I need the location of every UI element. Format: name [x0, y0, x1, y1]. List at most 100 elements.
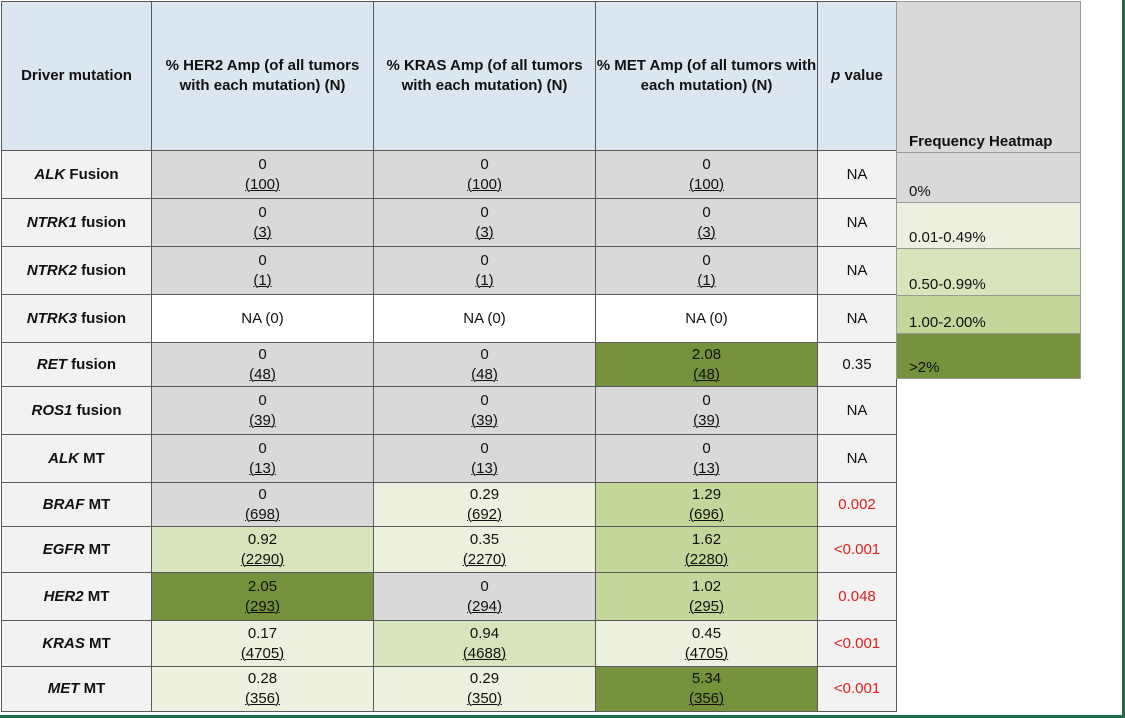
tumor-count: (13) [471, 459, 498, 477]
amp-percent: 0 [702, 203, 711, 221]
table-row: MET MT 0.28 (356) 0.29 (350) 5.34 (356) <0.001 [1, 666, 897, 712]
amp-percent: 0.35 [469, 530, 500, 548]
tumor-count: (100) [688, 175, 725, 193]
amp-percent: 0.92 [247, 530, 278, 548]
kras-amp-cell: 0.29 (350) [373, 666, 596, 712]
amp-percent: 0.17 [247, 624, 278, 642]
tumor-count: (294) [466, 597, 503, 615]
met-amp-cell: 1.62 (2280) [595, 526, 818, 573]
tumor-count: (350) [466, 690, 503, 707]
met-amp-cell: 0 (100) [595, 150, 818, 199]
driver-mutation-label: ROS1 fusion [1, 386, 152, 435]
p-value: 0.048 [838, 587, 876, 605]
amp-percent: 0 [480, 203, 489, 221]
tumor-count: (3) [697, 223, 716, 241]
header-p-value: p value [817, 1, 897, 151]
amp-percent: 1.02 [691, 577, 722, 595]
tumor-count: (48) [249, 365, 276, 383]
mutation-type: fusion [76, 309, 127, 327]
driver-mutation-label: NTRK3 fusion [1, 294, 152, 343]
tumor-count: (2270) [462, 550, 507, 568]
tumor-count: (1) [253, 271, 272, 289]
header-p-rest: value [840, 67, 883, 84]
amp-percent: 0 [258, 485, 267, 503]
tumor-count: (692) [466, 505, 503, 523]
tumor-count: (13) [249, 459, 276, 477]
header-p-italic: p [831, 67, 841, 84]
legend-title: Frequency Heatmap [896, 1, 1081, 153]
her2-amp-cell: 0 (48) [151, 342, 374, 387]
gene-name: ALK [48, 449, 79, 467]
p-value: NA [846, 165, 868, 183]
p-value: <0.001 [833, 680, 881, 697]
met-amp-cell: 2.08 (48) [595, 342, 818, 387]
tumor-count: (39) [471, 411, 498, 429]
amp-percent: 0 [258, 345, 267, 363]
table-row: KRAS MT 0.17 (4705) 0.94 (4688) 0.45 (4705) <0.… [1, 620, 897, 667]
p-value: NA [846, 261, 868, 279]
amp-percent: 0.29 [469, 485, 500, 503]
p-value-cell: NA [817, 386, 897, 435]
table-row: NTRK1 fusion 0 (3) 0 (3) 0 (3) NA [1, 198, 897, 247]
header-driver-mutation: Driver mutation [1, 1, 152, 151]
p-value: <0.001 [833, 540, 881, 558]
met-amp-cell: 5.34 (356) [595, 666, 818, 712]
tumor-count: (3) [253, 223, 272, 241]
kras-amp-cell: 0.94 (4688) [373, 620, 596, 667]
her2-amp-cell: 0 (100) [151, 150, 374, 199]
amp-percent: 2.08 [691, 345, 722, 363]
her2-amp-cell: 0 (39) [151, 386, 374, 435]
driver-mutation-label: HER2 MT [1, 572, 152, 621]
tumor-count: (4705) [240, 644, 285, 662]
tumor-count: (2290) [240, 550, 285, 568]
p-value-cell: NA [817, 198, 897, 247]
legend-item: 0.01-0.49% [896, 202, 1081, 249]
gene-name: ROS1 [31, 401, 73, 419]
amp-percent: 0.28 [247, 670, 278, 687]
header-kras-amp: % KRAS Amp (of all tumors with each muta… [373, 1, 596, 151]
mutation-type: fusion [76, 261, 127, 279]
p-value-cell: <0.001 [817, 620, 897, 667]
legend-item: 0% [896, 152, 1081, 203]
legend-item: 1.00-2.00% [896, 295, 1081, 334]
p-value: 0.35 [842, 355, 872, 373]
frequency-heatmap-legend: Frequency Heatmap 0% 0.01-0.49% 0.50-0.99%… [896, 1, 1081, 379]
tumor-count: (293) [244, 597, 281, 615]
amp-percent: NA (0) [685, 309, 728, 327]
gene-name: EGFR [42, 540, 85, 558]
mutation-type: fusion [72, 401, 122, 419]
amp-percent: 0 [258, 439, 267, 457]
driver-mutation-label: EGFR MT [1, 526, 152, 573]
kras-amp-cell: 0 (48) [373, 342, 596, 387]
amp-percent: 0.94 [469, 624, 500, 642]
amp-percent: 0 [480, 155, 489, 173]
p-value: 0.002 [838, 495, 876, 513]
tumor-count: (48) [471, 365, 498, 383]
her2-amp-cell: 0 (13) [151, 434, 374, 483]
amp-percent: 0.29 [469, 670, 500, 687]
table-row: RET fusion 0 (48) 0 (48) 2.08 (48) 0.35 [1, 342, 897, 387]
gene-name: BRAF [42, 495, 85, 513]
amp-percent: 0 [480, 345, 489, 363]
amp-percent: 0 [480, 439, 489, 457]
mutation-type: MT [84, 495, 111, 513]
kras-amp-cell: 0.29 (692) [373, 482, 596, 527]
amp-percent: 0 [258, 155, 267, 173]
kras-amp-cell: 0 (13) [373, 434, 596, 483]
driver-mutation-label: BRAF MT [1, 482, 152, 527]
tumor-count: (356) [244, 690, 281, 707]
table-row: NTRK3 fusion NA (0) NA (0) NA (0) NA [1, 294, 897, 343]
kras-amp-cell: 0 (39) [373, 386, 596, 435]
mutation-type: MT [84, 540, 111, 558]
header-met-amp: % MET Amp (of all tumors with each mutat… [595, 1, 818, 151]
gene-name: MET [47, 680, 80, 697]
tumor-count: (696) [688, 505, 725, 523]
amp-percent: 0.45 [691, 624, 722, 642]
p-value-cell: NA [817, 294, 897, 343]
her2-amp-cell: NA (0) [151, 294, 374, 343]
amp-percent: 1.62 [691, 530, 722, 548]
driver-mutation-label: ALK Fusion [1, 150, 152, 199]
p-value-cell: <0.001 [817, 526, 897, 573]
met-amp-cell: 1.02 (295) [595, 572, 818, 621]
